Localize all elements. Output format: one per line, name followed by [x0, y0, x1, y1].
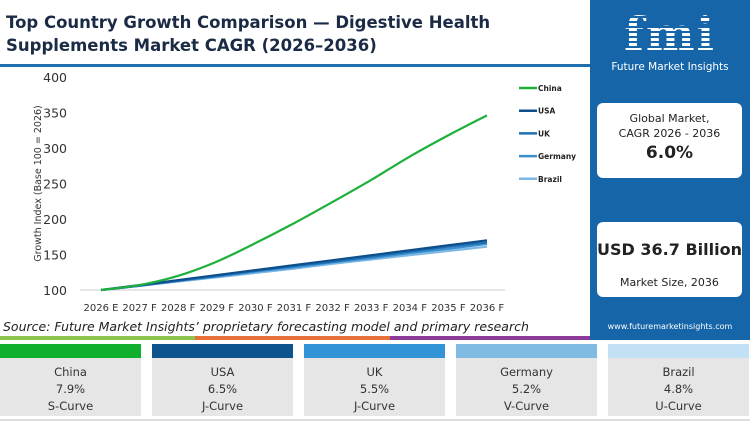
card-curve: J-Curve: [201, 399, 244, 413]
website-link[interactable]: www.futuremarketinsights.com: [607, 322, 733, 331]
card-country: Brazil: [662, 365, 695, 379]
series-line-china: [100, 114, 488, 292]
card-country: USA: [210, 365, 235, 379]
brand-name: Future Market Insights: [611, 61, 729, 73]
y-axis-title: Growth Index (Base 100 = 2026): [33, 105, 44, 261]
x-tick-label: 2026 E: [84, 303, 119, 314]
legend-label: Brazil: [538, 175, 562, 184]
card-color-bar: [0, 344, 141, 358]
market-size-box: USD 36.7 Billion Market Size, 2036: [597, 222, 742, 297]
market-size-value: USD 36.7 Billion: [597, 240, 742, 259]
y-tick-label: 250: [43, 177, 67, 192]
legend-label: USA: [538, 107, 555, 116]
y-tick-label: 300: [43, 141, 67, 156]
card-curve: V-Curve: [503, 399, 550, 413]
title-divider: [0, 64, 590, 67]
card-country: Germany: [500, 365, 553, 379]
country-card: Germany 5.2% V-Curve: [456, 344, 597, 416]
fmi-logo: fmi Future Market Insights: [590, 8, 750, 73]
country-card: Brazil 4.8% U-Curve: [608, 344, 749, 416]
country-card: UK 5.5% J-Curve: [304, 344, 445, 416]
series-line-usa: [100, 239, 488, 292]
card-country: UK: [366, 365, 383, 379]
country-card: USA 6.5% J-Curve: [152, 344, 293, 416]
accent-stripe-green: [0, 336, 195, 340]
card-cagr: 5.2%: [511, 382, 542, 396]
chart-title: Top Country Growth Comparison — Digestiv…: [6, 13, 491, 55]
cagr-label-1: Global Market,: [629, 112, 710, 125]
y-tick-label: 350: [43, 106, 67, 121]
legend-label: China: [538, 84, 562, 93]
y-tick-label: 200: [43, 212, 67, 227]
x-tick-label: 2036 F: [470, 303, 505, 314]
card-curve: S-Curve: [47, 399, 94, 413]
accent-stripe-orange: [195, 336, 390, 340]
card-cagr: 6.5%: [207, 382, 238, 396]
x-tick-label: 2033 F: [354, 303, 389, 314]
x-tick-label: 2029 F: [200, 303, 235, 314]
x-tick-label: 2035 F: [431, 303, 466, 314]
summary-panel: fmi Future Market Insights Global Market…: [590, 0, 750, 340]
card-curve: U-Curve: [655, 399, 702, 413]
y-tick-label: 400: [43, 70, 67, 85]
card-color-bar: [152, 344, 293, 358]
logo-mark: fmi: [590, 8, 750, 60]
y-tick-label: 100: [43, 283, 67, 298]
legend-label: Germany: [538, 152, 576, 161]
card-cagr: 7.9%: [55, 382, 86, 396]
legend-label: UK: [538, 129, 551, 138]
card-color-bar: [456, 344, 597, 358]
x-tick-label: 2027 F: [122, 303, 157, 314]
source-note: Source: Future Market Insights’ propriet…: [3, 319, 529, 334]
accent-stripe-purple: [390, 336, 590, 340]
footer-line: [0, 419, 750, 421]
card-curve: J-Curve: [353, 399, 396, 413]
x-tick-label: 2034 F: [393, 303, 428, 314]
x-tick-label: 2030 F: [238, 303, 273, 314]
y-tick-label: 150: [43, 248, 67, 263]
card-country: China: [54, 365, 87, 379]
global-cagr-box: Global Market, CAGR 2026 - 2036 6.0%: [597, 103, 742, 178]
x-tick-label: 2031 F: [277, 303, 312, 314]
cagr-value: 6.0%: [645, 143, 694, 163]
card-color-bar: [608, 344, 749, 358]
x-tick-label: 2028 F: [161, 303, 196, 314]
card-cagr: 5.5%: [359, 382, 390, 396]
card-color-bar: [304, 344, 445, 358]
growth-line-chart: 100 150 200 250 300 350 400 2026 E 2027 F 2028 F 2…: [33, 70, 576, 314]
country-card: China 7.9% S-Curve: [0, 344, 141, 416]
x-tick-label: 2032 F: [315, 303, 350, 314]
cagr-label-2: CAGR 2026 - 2036: [618, 127, 721, 140]
market-size-label: Market Size, 2036: [620, 276, 719, 289]
card-cagr: 4.8%: [663, 382, 694, 396]
